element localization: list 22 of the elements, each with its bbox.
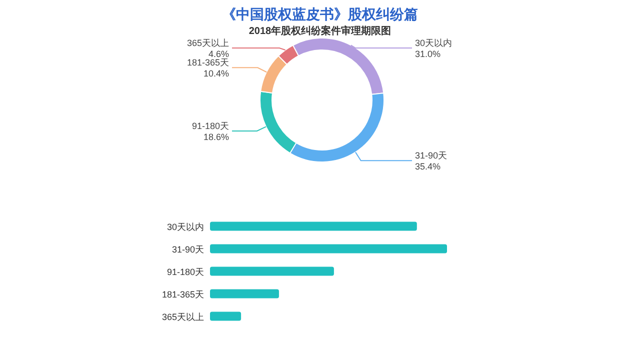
slice-label: 30天以内 xyxy=(415,38,452,48)
y-tick-label: 31-90天 xyxy=(172,244,204,254)
bar xyxy=(210,289,279,298)
bar xyxy=(210,244,447,254)
chart-subtitle: 2018年股权纠纷案件审理期限图 xyxy=(248,25,392,37)
slice-label: 181-365天 xyxy=(186,58,229,68)
data-label: 35.4% xyxy=(415,162,441,172)
data-label: 4.6% xyxy=(208,49,229,59)
data-label: 10.4% xyxy=(203,68,229,79)
y-tick-label: 181-365天 xyxy=(162,289,204,300)
data-label: 31.0% xyxy=(415,49,441,59)
y-tick-label: 91-180天 xyxy=(166,266,204,277)
data-label: 18.6% xyxy=(203,132,229,142)
slice-label: 91-180天 xyxy=(192,120,229,131)
y-tick-label: 365天以上 xyxy=(162,312,204,322)
bar xyxy=(210,312,242,321)
slice-label: 365天以上 xyxy=(186,38,229,48)
bar xyxy=(210,266,334,276)
y-tick-label: 30天以内 xyxy=(166,222,204,232)
bar xyxy=(210,222,417,231)
chart-title: 《中国股权蓝皮书》股权纠纷篇 xyxy=(222,6,418,22)
slice-label: 31-90天 xyxy=(415,150,448,161)
